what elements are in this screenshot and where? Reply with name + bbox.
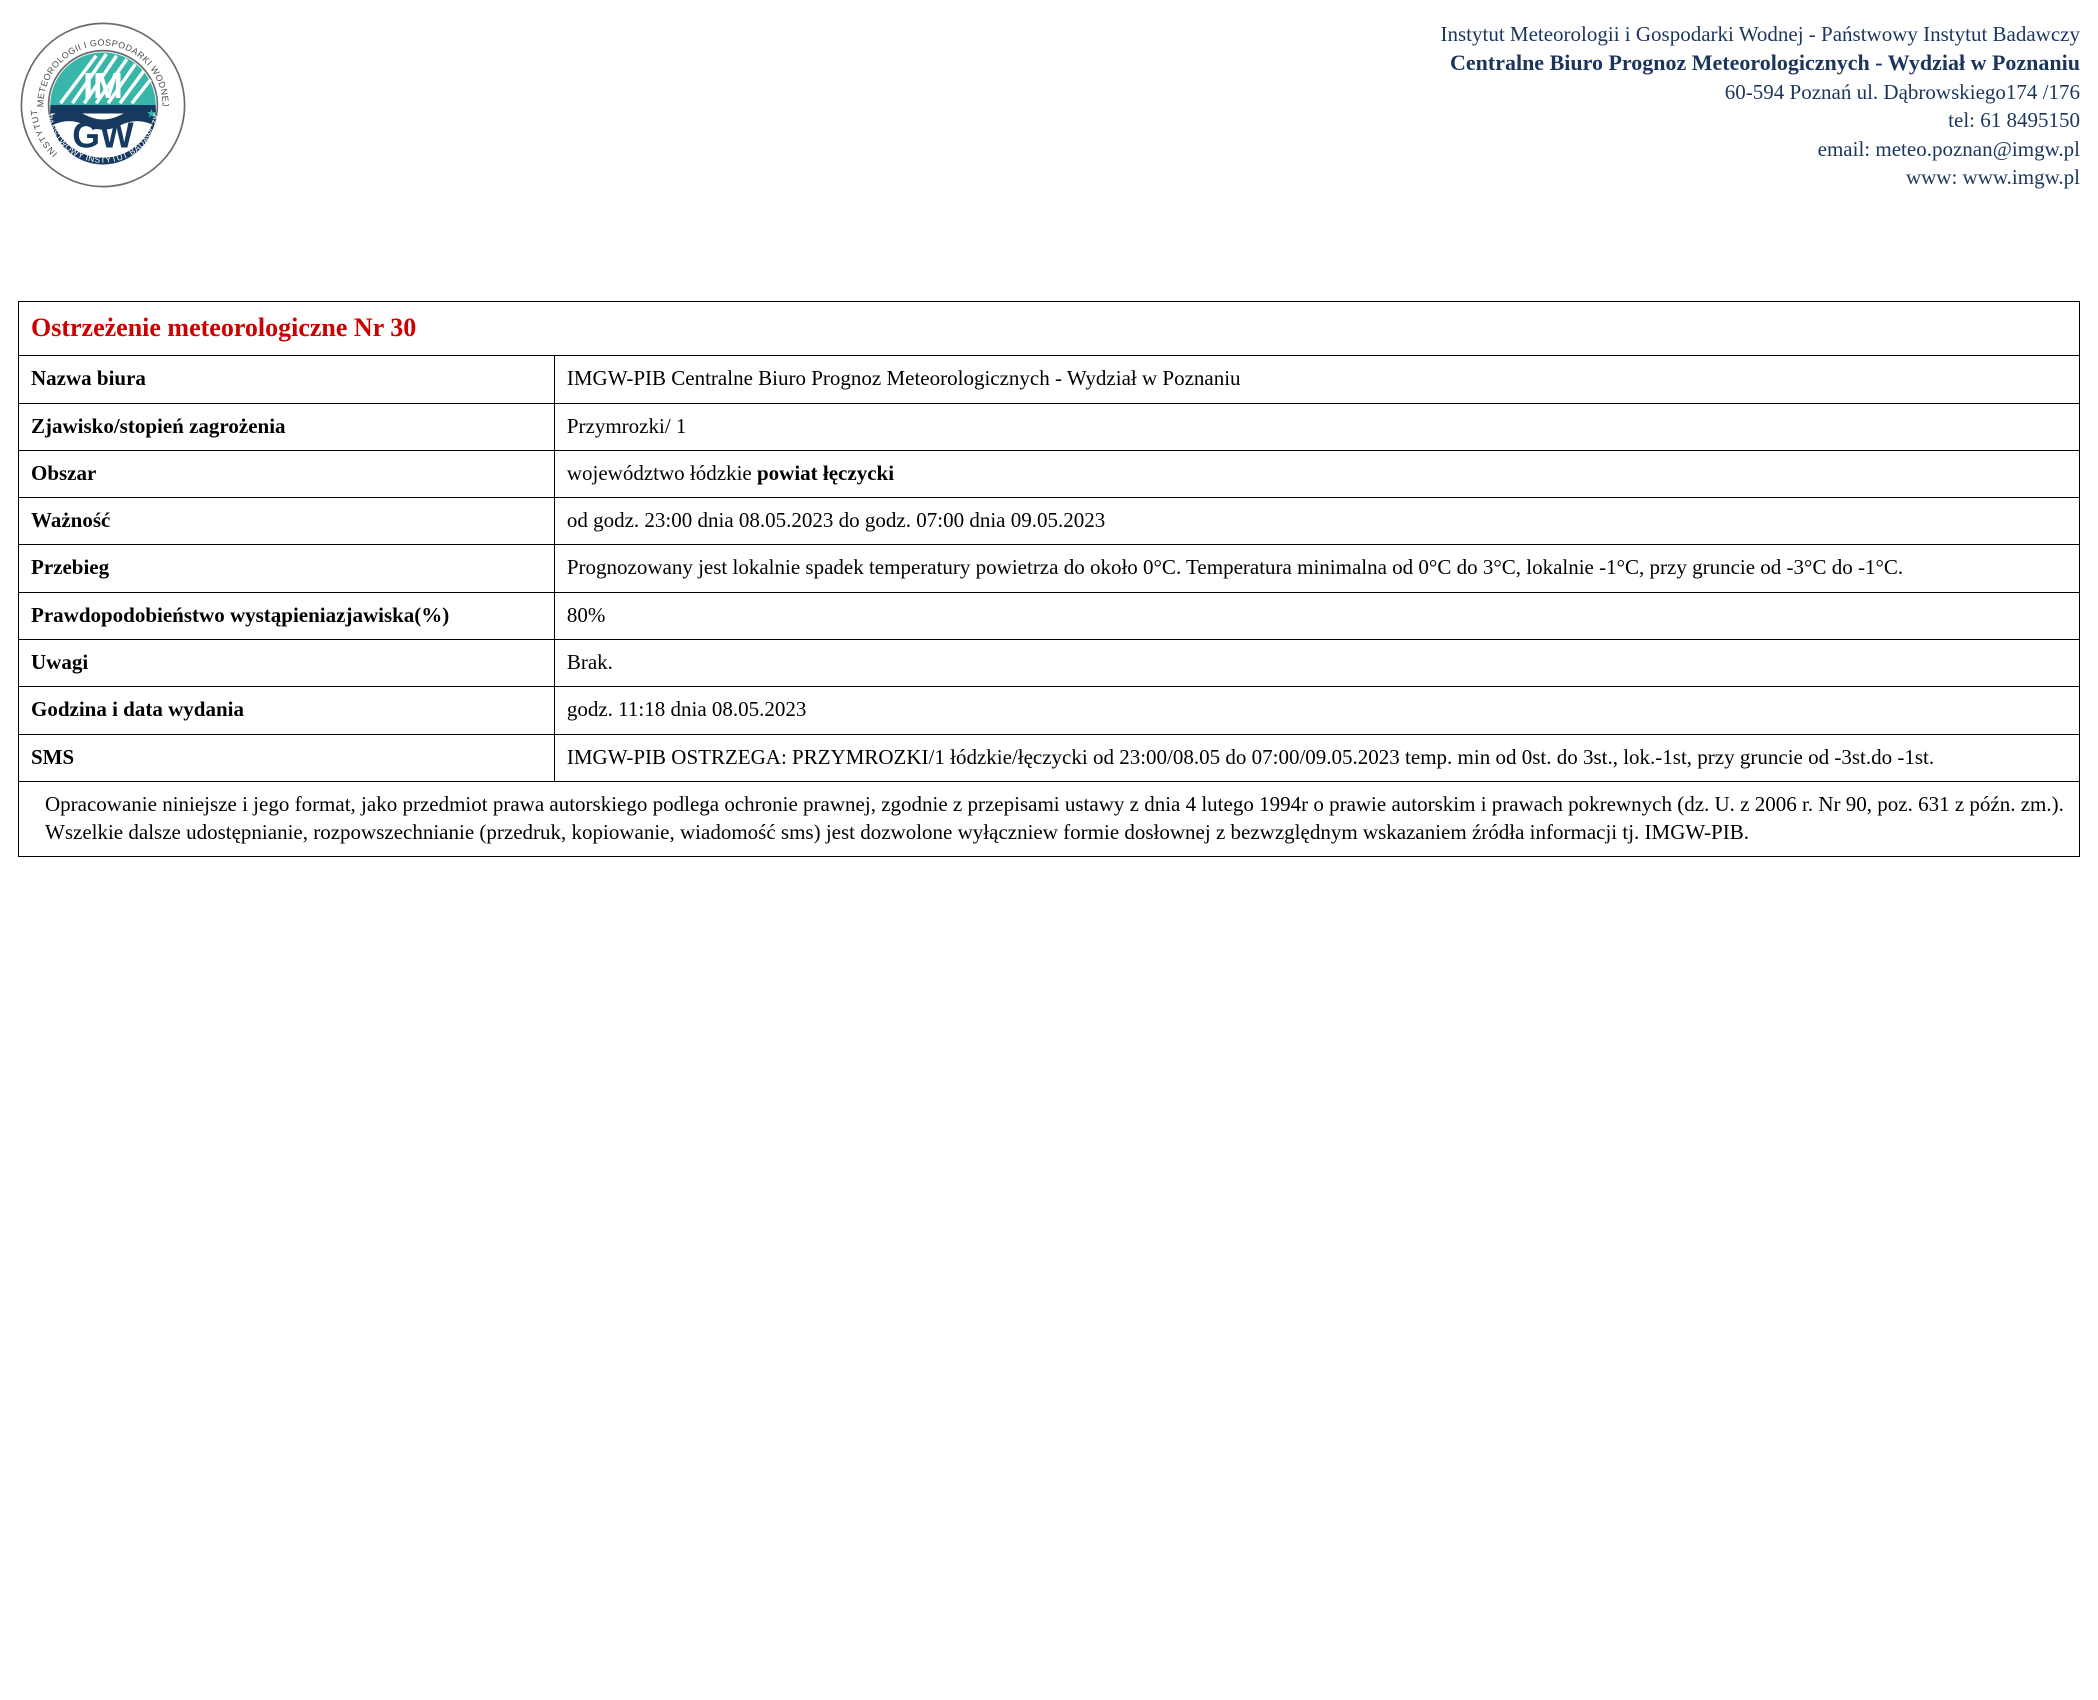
obszar-bold: powiat łęczycki [757, 461, 894, 485]
warning-table: Ostrzeżenie meteorologiczne Nr 30 Nazwa … [18, 301, 2080, 857]
label-waznosc: Ważność [19, 498, 555, 545]
label-sms: SMS [19, 734, 555, 781]
logo-text-im: IM [83, 66, 123, 106]
footer-cell: Opracowanie niniejsze i jego format, jak… [19, 781, 2080, 856]
row-waznosc: Ważność od godz. 23:00 dnia 08.05.2023 d… [19, 498, 2080, 545]
value-waznosc: od godz. 23:00 dnia 08.05.2023 do godz. … [554, 498, 2079, 545]
tel-label: tel: [1948, 108, 1975, 132]
warning-title: Ostrzeżenie meteorologiczne Nr 30 [19, 302, 2080, 356]
label-przebieg: Przebieg [19, 545, 555, 592]
label-nazwa-biura: Nazwa biura [19, 356, 555, 403]
footer-row: Opracowanie niniejsze i jego format, jak… [19, 781, 2080, 856]
value-nazwa-biura: IMGW-PIB Centralne Biuro Prognoz Meteoro… [554, 356, 2079, 403]
header-www: www: www.imgw.pl [218, 163, 2080, 191]
email-value: meteo.poznan@imgw.pl [1875, 137, 2080, 161]
title-row: Ostrzeżenie meteorologiczne Nr 30 [19, 302, 2080, 356]
value-zjawisko: Przymrozki/ 1 [554, 403, 2079, 450]
www-label: www: [1906, 165, 1957, 189]
footer-p2: Wszelkie dalsze udostępnianie, rozpowsze… [31, 819, 2067, 847]
value-prawdopodobienstwo: 80% [554, 592, 2079, 639]
value-przebieg: Prognozowany jest lokalnie spadek temper… [554, 545, 2079, 592]
value-godzina-wydania: godz. 11:18 dnia 08.05.2023 [554, 687, 2079, 734]
label-godzina-wydania: Godzina i data wydania [19, 687, 555, 734]
imgw-logo: IM GW ★ METEOROLOGII I GOSPODARKI WODNEJ… [18, 20, 188, 190]
org-line-1: Instytut Meteorologii i Gospodarki Wodne… [218, 20, 2080, 48]
row-przebieg: Przebieg Prognozowany jest lokalnie spad… [19, 545, 2080, 592]
label-uwagi: Uwagi [19, 639, 555, 686]
label-zjawisko: Zjawisko/stopień zagrożenia [19, 403, 555, 450]
row-godzina-wydania: Godzina i data wydania godz. 11:18 dnia … [19, 687, 2080, 734]
value-sms: IMGW-PIB OSTRZEGA: PRZYMROZKI/1 łódzkie/… [554, 734, 2079, 781]
tel-value: 61 8495150 [1980, 108, 2080, 132]
email-label: email: [1818, 137, 1870, 161]
value-uwagi: Brak. [554, 639, 2079, 686]
header-email: email: meteo.poznan@imgw.pl [218, 135, 2080, 163]
footer-p1: Opracowanie niniejsze i jego format, jak… [31, 791, 2067, 819]
value-obszar: województwo łódzkie powiat łęczycki [554, 450, 2079, 497]
row-zjawisko: Zjawisko/stopień zagrożenia Przymrozki/ … [19, 403, 2080, 450]
row-nazwa-biura: Nazwa biura IMGW-PIB Centralne Biuro Pro… [19, 356, 2080, 403]
row-prawdopodobienstwo: Prawdopodobieństwo wystąpieniazjawiska(%… [19, 592, 2080, 639]
row-uwagi: Uwagi Brak. [19, 639, 2080, 686]
row-sms: SMS IMGW-PIB OSTRZEGA: PRZYMROZKI/1 łódz… [19, 734, 2080, 781]
row-obszar: Obszar województwo łódzkie powiat łęczyc… [19, 450, 2080, 497]
label-obszar: Obszar [19, 450, 555, 497]
label-prawdopodobienstwo: Prawdopodobieństwo wystąpieniazjawiska(%… [19, 592, 555, 639]
www-value: www.imgw.pl [1963, 165, 2080, 189]
header-text-block: Instytut Meteorologii i Gospodarki Wodne… [218, 20, 2080, 191]
header-tel: tel: 61 8495150 [218, 106, 2080, 134]
org-line-2: Centralne Biuro Prognoz Meteorologicznyc… [218, 48, 2080, 78]
document-header: IM GW ★ METEOROLOGII I GOSPODARKI WODNEJ… [18, 20, 2080, 191]
obszar-prefix: województwo łódzkie [567, 461, 757, 485]
imgw-logo-icon: IM GW ★ METEOROLOGII I GOSPODARKI WODNEJ… [18, 20, 188, 190]
header-address: 60-594 Poznań ul. Dąbrowskiego174 /176 [218, 78, 2080, 106]
